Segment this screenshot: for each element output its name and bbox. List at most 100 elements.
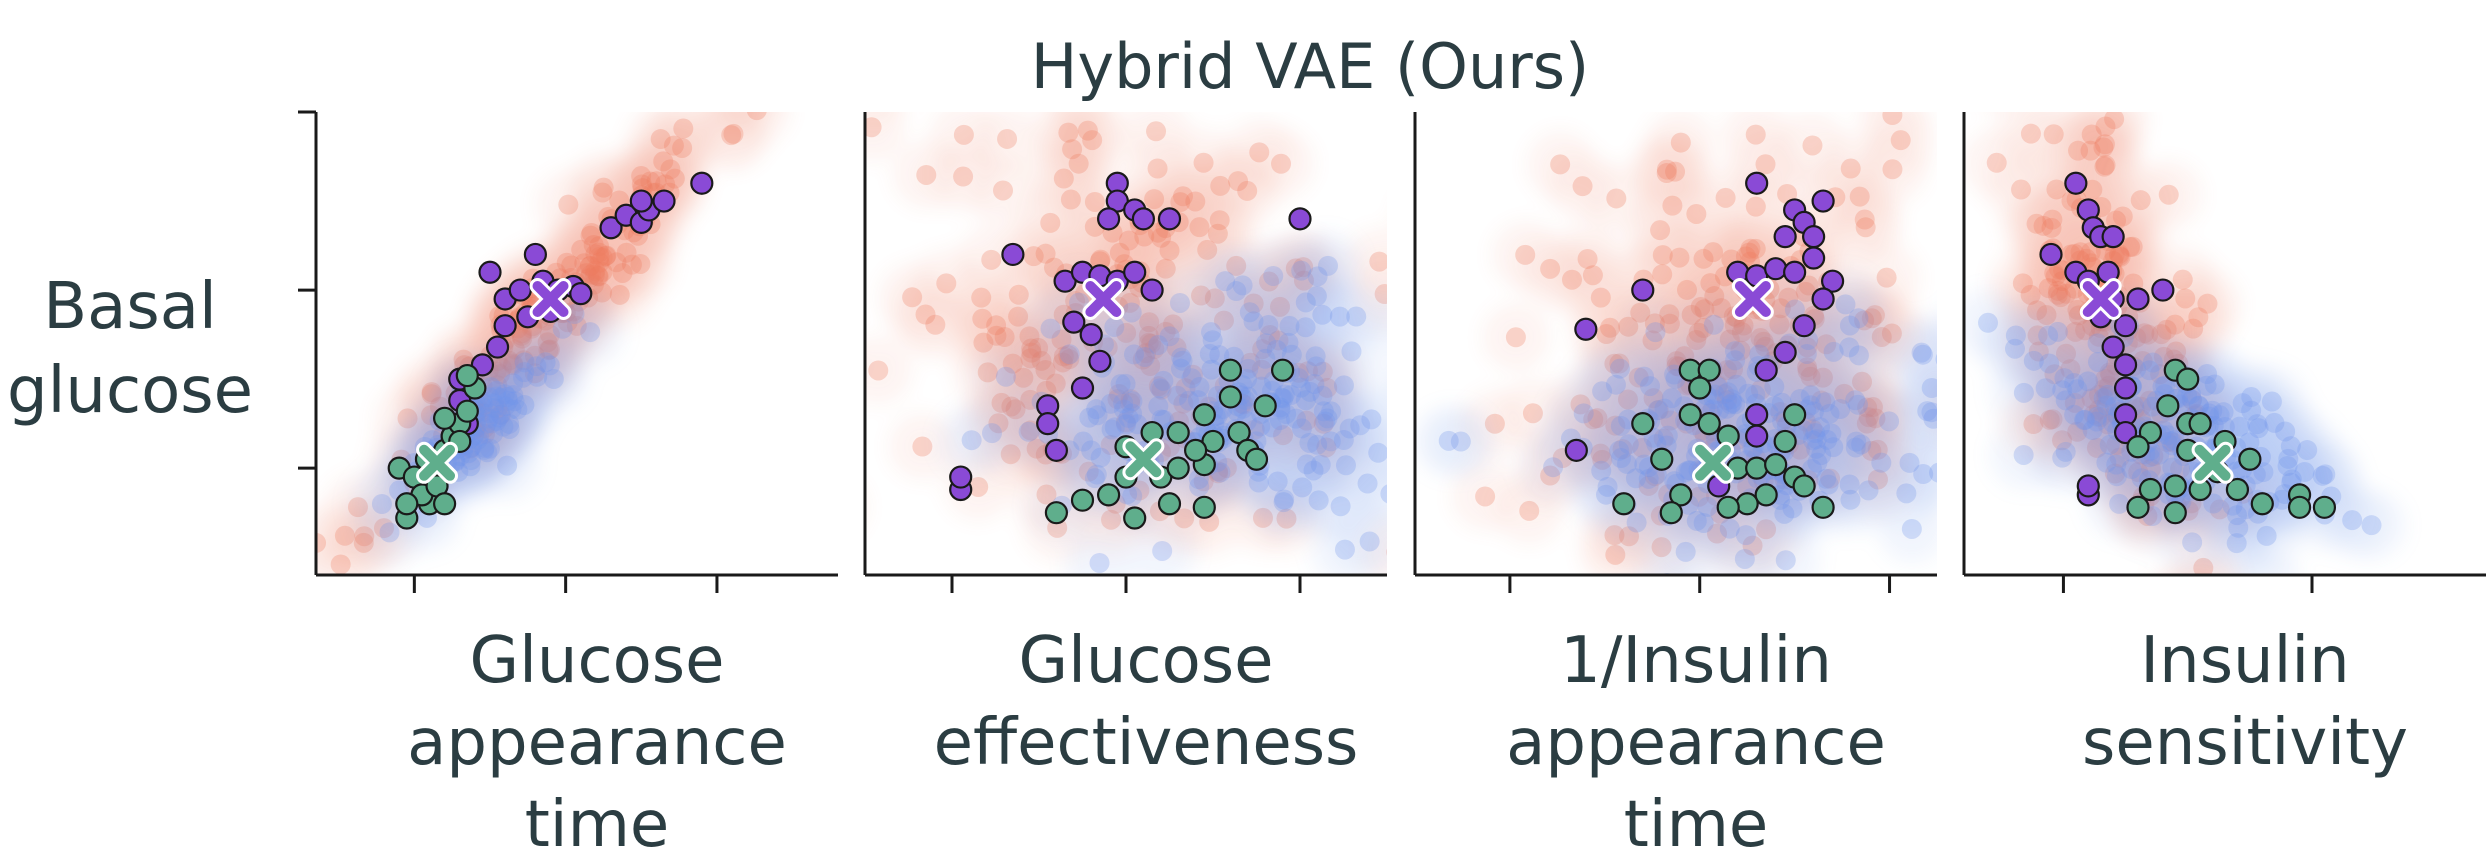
faint-point: [1638, 468, 1659, 489]
faint-point: [2020, 123, 2041, 144]
faint-point: [2203, 493, 2224, 514]
faint-point: [1657, 425, 1678, 446]
faint-point: [1122, 486, 1143, 507]
faint-point: [1291, 260, 1312, 281]
faint-point: [1821, 423, 1842, 444]
density-blob: [1265, 644, 1333, 712]
data-point: [1811, 189, 1835, 213]
faint-point: [1818, 474, 1839, 495]
faint-point: [2241, 400, 2262, 421]
faint-point: [2086, 411, 2107, 432]
faint-point: [1890, 130, 1911, 151]
faint-point: [953, 124, 974, 145]
density-blob: [865, 112, 900, 121]
faint-point: [588, 242, 609, 263]
faint-point: [1811, 445, 1832, 466]
faint-point: [1185, 191, 1206, 212]
faint-point: [865, 117, 882, 138]
data-point: [599, 216, 623, 240]
faint-point: [596, 245, 617, 266]
points-group_high: [1564, 171, 1845, 498]
faint-point: [1802, 135, 1823, 156]
faint-point: [2043, 124, 2064, 145]
faint-point: [1848, 308, 1869, 329]
faint-point: [498, 390, 519, 411]
faint-point: [503, 373, 524, 394]
faint-point: [1912, 344, 1933, 365]
faint-point: [1726, 374, 1747, 395]
faint-point: [1662, 195, 1683, 216]
faint-point: [1805, 423, 1826, 444]
faint-point: [1670, 132, 1691, 153]
faint-point: [1170, 358, 1191, 379]
faint-point: [1676, 279, 1697, 300]
faint-point: [1122, 403, 1143, 424]
density-blob: [1553, 224, 1622, 293]
faint-point: [2106, 454, 2127, 475]
density-blob: [783, 372, 851, 440]
density-blob: [1426, 407, 1495, 476]
faint-point: [609, 284, 630, 305]
data-point: [1166, 456, 1190, 480]
faint-point: [592, 247, 613, 268]
data-point: [2101, 335, 2125, 359]
faint-point: [1113, 399, 1134, 420]
faint-point: [1330, 496, 1351, 517]
faint-point: [2188, 396, 2209, 417]
faint-point: [1171, 347, 1192, 368]
faint-point: [2275, 421, 2296, 442]
data-point: [1131, 207, 1156, 231]
faint-point: [1291, 418, 1312, 439]
faint-point: [1189, 377, 1210, 398]
data-point: [2225, 477, 2250, 502]
faint-point: [1053, 168, 1074, 189]
faint-point: [961, 430, 982, 451]
faint-point: [2188, 307, 2209, 328]
faint-point: [2248, 418, 2269, 439]
faint-point: [2064, 373, 2085, 394]
faint-point: [561, 255, 582, 276]
faint-point: [646, 171, 667, 192]
faint-point: [1249, 142, 1270, 163]
faint-point: [2312, 465, 2333, 486]
centroid-group_high: [1731, 277, 1774, 320]
density-blob: [1935, 379, 1937, 400]
data-point: [2064, 171, 2088, 195]
faint-point: [499, 413, 520, 434]
faint-point: [1169, 292, 1190, 313]
faint-point: [1304, 374, 1325, 395]
faint-point: [2064, 243, 2085, 264]
faint-point: [1774, 503, 1795, 524]
faint-point: [1152, 540, 1173, 561]
faint-point: [1295, 292, 1316, 313]
data-point: [1669, 483, 1693, 507]
faint-point: [1611, 448, 1632, 469]
data-point: [1288, 207, 1312, 231]
faint-point: [2012, 273, 2033, 294]
faint-point: [2070, 242, 2091, 263]
faint-point: [1877, 60, 1897, 80]
faint-point: [2227, 505, 2248, 526]
density-blob: [2052, 30, 2120, 98]
faint-point: [504, 391, 525, 412]
faint-point: [1228, 171, 1249, 192]
faint-point: [1271, 153, 1292, 174]
data-point: [949, 465, 973, 489]
faint-point: [1062, 139, 1083, 160]
faint-point: [606, 252, 627, 273]
data-point: [1157, 492, 1182, 516]
faint-point: [1258, 315, 1279, 336]
faint-point: [1840, 489, 1861, 510]
density-blob: [1911, 326, 1937, 393]
faint-point: [2106, 466, 2127, 487]
faint-point: [2093, 137, 2114, 158]
faint-point: [1281, 384, 1302, 405]
faint-point: [2160, 600, 2180, 620]
faint-point: [1167, 385, 1188, 406]
faint-point: [2256, 525, 2277, 546]
faint-point: [1978, 312, 1999, 333]
data-point: [2126, 495, 2150, 519]
data-point: [1764, 257, 1788, 281]
faint-point: [1605, 374, 1626, 395]
faint-point: [1591, 460, 1612, 481]
